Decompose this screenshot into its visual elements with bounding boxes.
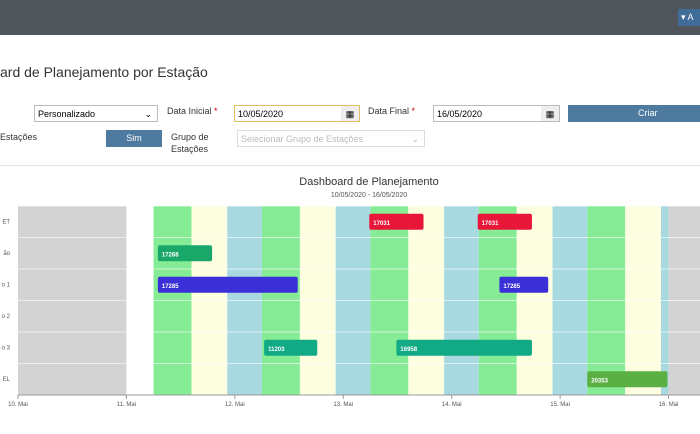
gantt-bar (157, 276, 298, 293)
gantt-bar (477, 213, 532, 230)
x-tick-label: 14. Mai (442, 402, 462, 408)
gantt-bar (264, 339, 318, 356)
create-button[interactable]: Criar (568, 105, 700, 122)
group-select[interactable]: Selecionar Grupo de Estações ⌄ (237, 130, 425, 147)
x-tick-label: 12. Mai (225, 402, 245, 408)
period-select[interactable]: Personalizado ⌄ (34, 105, 158, 122)
required-mark: * (214, 106, 218, 116)
gantt-bar (369, 213, 424, 230)
row-label: ET (2, 219, 10, 225)
end-label-text: Data Final (368, 106, 410, 116)
gantt-bar (587, 371, 668, 388)
group-placeholder: Selecionar Grupo de Estações (241, 134, 364, 144)
chart-subtitle: 10/05/2020 - 16/05/2020 (331, 192, 407, 199)
stations-button[interactable]: Sim (106, 130, 162, 147)
group-label: Grupo de Estações (171, 132, 209, 154)
bar-label: 20353 (591, 378, 608, 384)
bar-label: 17285 (162, 284, 179, 290)
start-input[interactable]: 10/05/2020 ▦ (234, 105, 360, 122)
chart-title: Dashboard de Planejamento (299, 176, 438, 188)
period-value: Personalizado (38, 109, 96, 119)
bar-label: 17031 (373, 221, 390, 227)
stations-label: Estações (0, 132, 38, 142)
x-tick-label: 11. Mai (117, 402, 136, 408)
row-label: ão (3, 251, 10, 257)
bar-label: 11203 (268, 347, 285, 353)
bar-label: 16958 (400, 347, 417, 353)
x-tick-label: 15. Mai (550, 402, 570, 408)
start-label-text: Data Inicial (167, 106, 212, 116)
end-label: Data Final * (368, 106, 415, 116)
row-label: EL (3, 377, 11, 383)
end-value: 16/05/2020 (437, 109, 483, 119)
user-button[interactable]: ▾ A (678, 9, 700, 26)
row-label: o 1 (2, 282, 11, 288)
x-tick-label: 16. Mai (659, 402, 679, 408)
top-bar (0, 0, 700, 35)
row-label: o 2 (2, 314, 11, 320)
bar-label: 17285 (503, 284, 520, 290)
bar-label: 17031 (482, 221, 499, 227)
gantt-bar (157, 245, 213, 262)
end-input[interactable]: 16/05/2020 ▦ (433, 105, 560, 122)
page-title: ard de Planejamento por Estação (0, 64, 208, 80)
gantt-bar (396, 339, 532, 356)
x-tick-label: 10. Mai (8, 402, 28, 408)
row-label: o 3 (2, 345, 11, 351)
bar-label: 17268 (162, 252, 179, 258)
start-label: Data Inicial * (167, 106, 218, 116)
required-mark: * (411, 106, 416, 116)
separator (0, 165, 700, 166)
x-tick-label: 13. Mai (333, 402, 353, 408)
gantt-bar (499, 276, 549, 293)
start-value: 10/05/2020 (238, 109, 284, 119)
